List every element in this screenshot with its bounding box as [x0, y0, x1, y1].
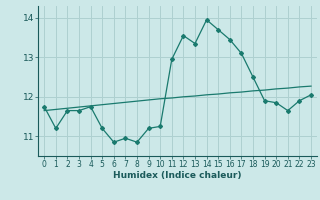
X-axis label: Humidex (Indice chaleur): Humidex (Indice chaleur)	[113, 171, 242, 180]
